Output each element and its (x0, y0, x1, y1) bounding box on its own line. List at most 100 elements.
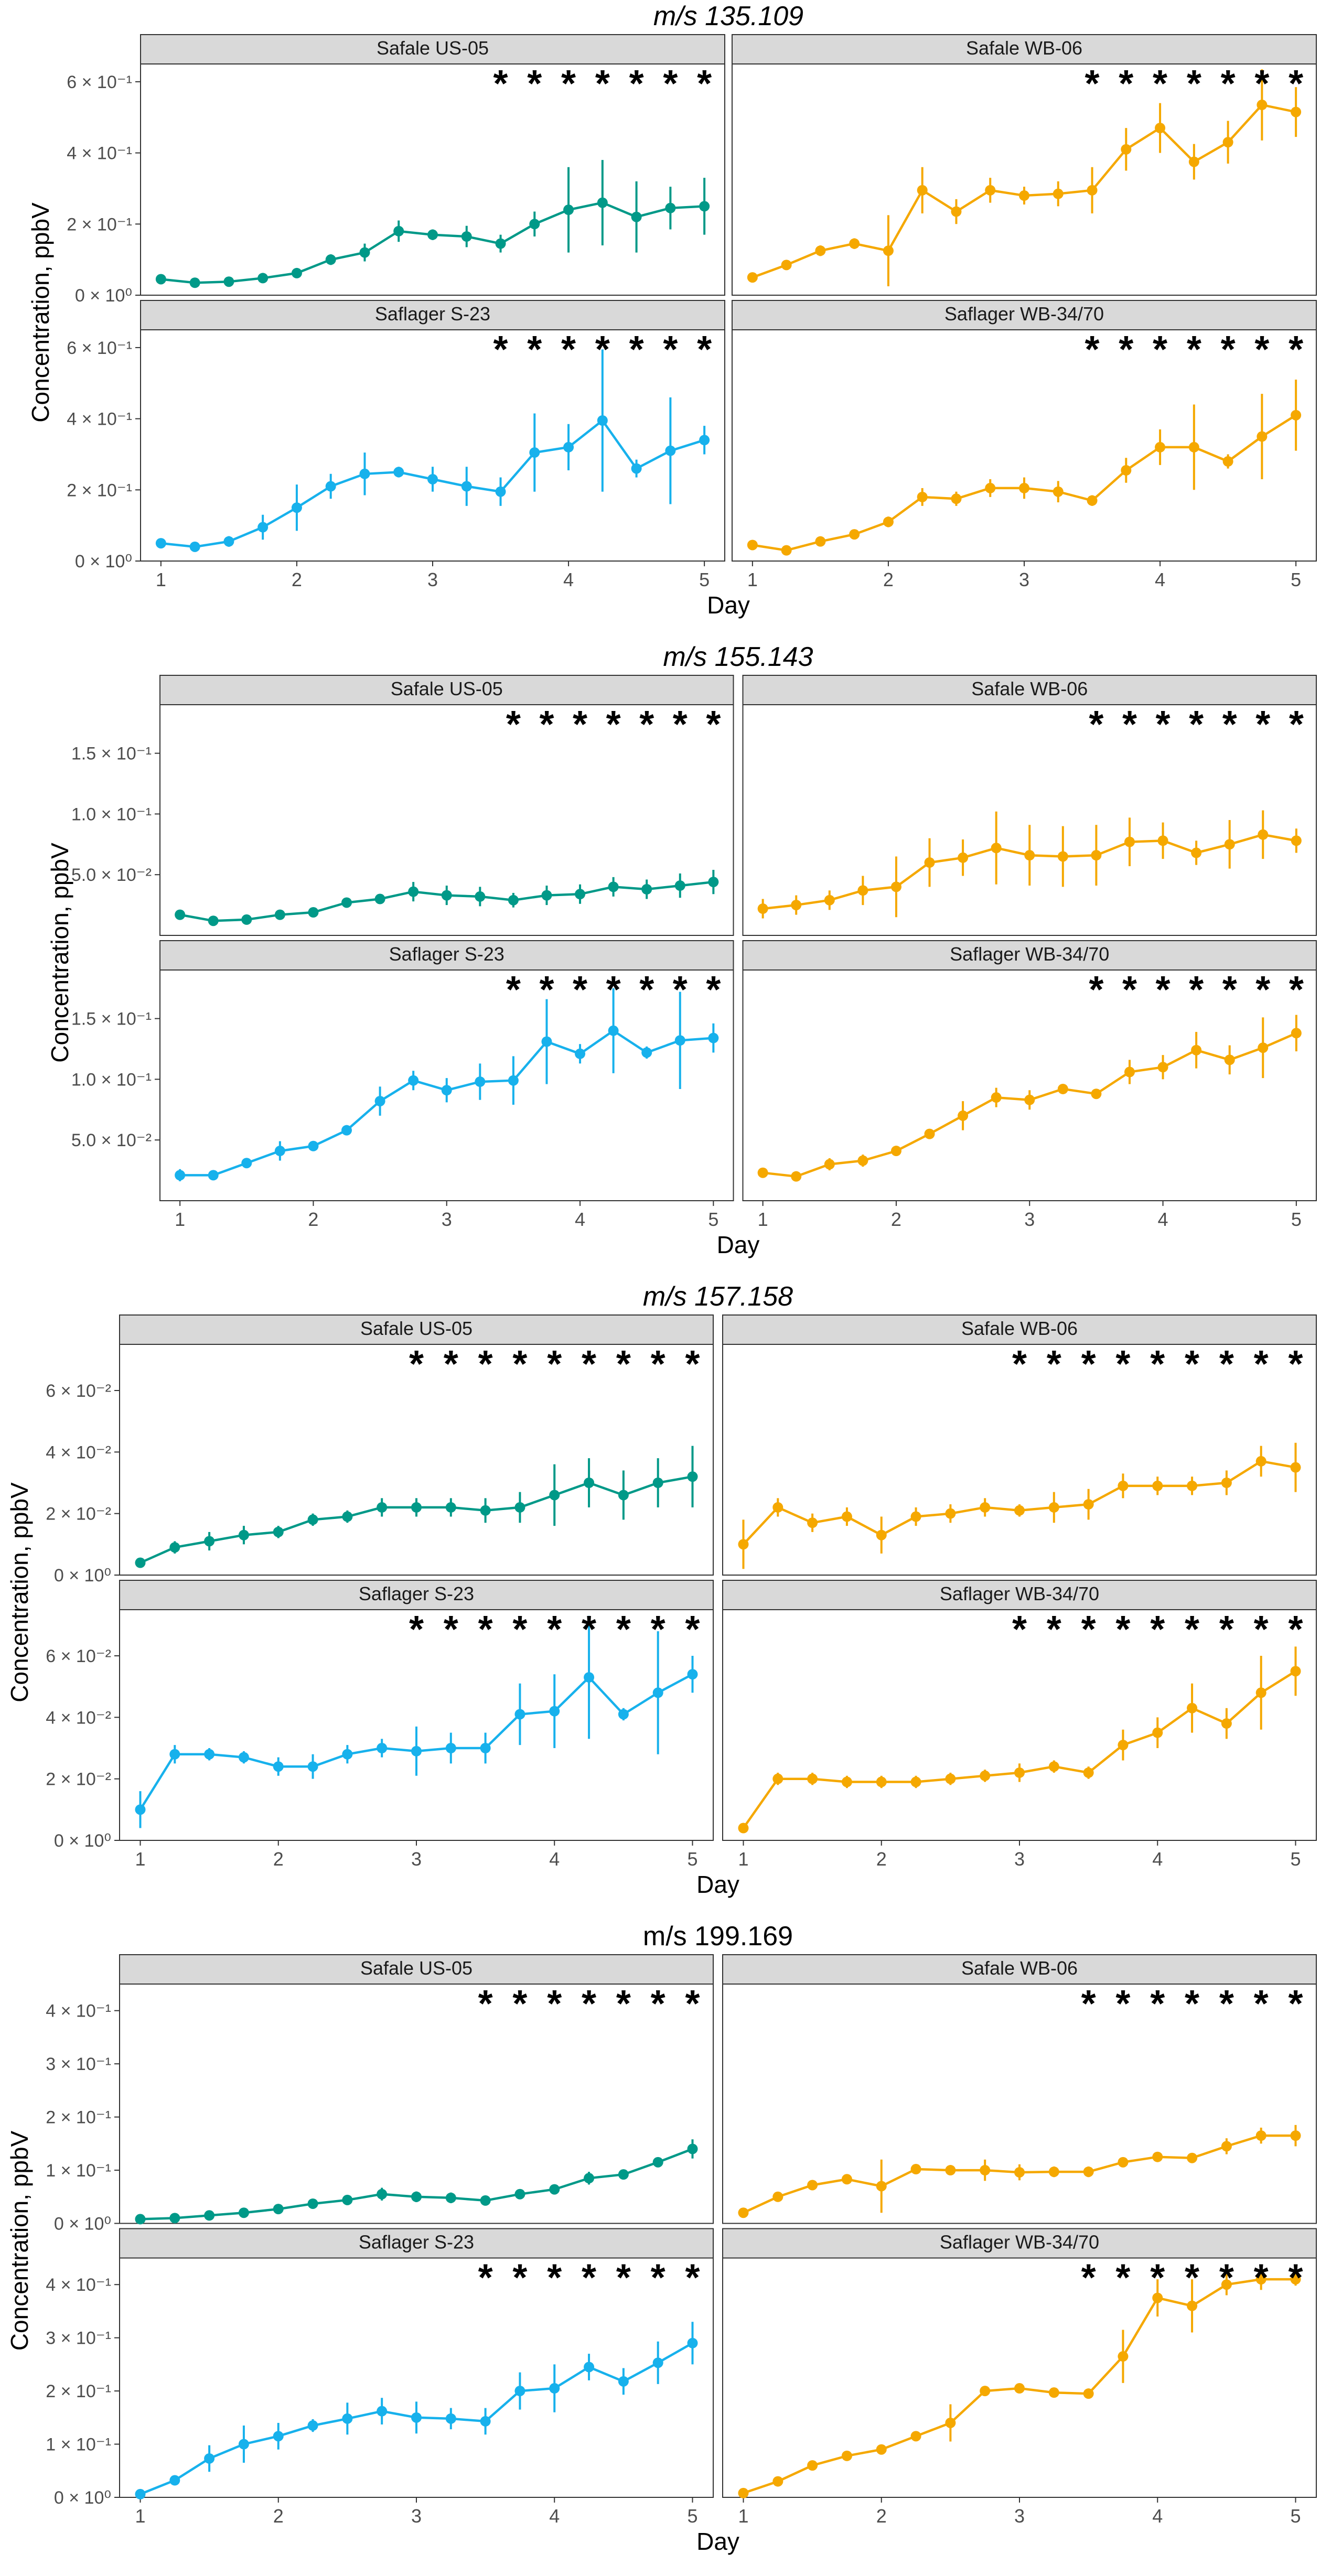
data-point (910, 2164, 921, 2175)
data-point (1053, 188, 1064, 199)
data-point (393, 467, 404, 478)
significance-marker: * (512, 2257, 527, 2299)
x-tick-label: 5 (708, 1209, 718, 1230)
data-point (1048, 2387, 1059, 2398)
data-point (549, 1490, 560, 1501)
data-point (374, 1096, 385, 1107)
data-point (377, 1743, 388, 1753)
data-point (945, 1508, 956, 1519)
y-tick-label: 1.0 × 10⁻¹ (71, 1070, 152, 1090)
y-tick-label: 0 × 10⁰ (54, 2488, 111, 2508)
significance-marker: * (493, 63, 508, 105)
data-point (445, 2413, 456, 2424)
data-point (1118, 1480, 1129, 1491)
x-tick-label: 1 (747, 569, 758, 590)
data-point (155, 538, 166, 549)
significance-marker: * (539, 969, 554, 1011)
x-axis-label: Day (696, 2528, 739, 2555)
data-point (687, 1471, 698, 1482)
data-point (791, 900, 802, 911)
chart-1: m/s 135.109 Safale US-05 0 × 10⁰ 2 × 10⁻¹ 4 … (27, 1, 1317, 619)
x-tick-label: 1 (156, 569, 166, 590)
data-point (549, 1706, 560, 1717)
data-point (618, 1709, 629, 1720)
data-point (1019, 190, 1029, 201)
significance-marker: * (1047, 1343, 1061, 1385)
x-tick-label: 5 (1291, 1209, 1302, 1230)
y-tick-label: 2 × 10⁻¹ (67, 214, 132, 234)
significance-marker: * (512, 1343, 527, 1385)
x-axis-label: Day (707, 591, 750, 619)
data-point (1290, 2130, 1301, 2141)
data-point (238, 1529, 249, 1540)
data-point (807, 2180, 818, 2191)
facet-strip (722, 1580, 1317, 1610)
y-tick-label: 4 × 10⁻¹ (67, 144, 132, 164)
data-point (924, 857, 935, 868)
panel-saflager-s-23: Saflager S-23 0 × 10⁰ 2 × 10⁻¹ 4 × 10⁻¹ 6 × … (67, 300, 725, 590)
significance-marker: * (1081, 1609, 1096, 1651)
significance-marker: * (1185, 1609, 1199, 1651)
facet-strip (140, 300, 725, 330)
significance-marker: * (1288, 1983, 1303, 2025)
data-point (374, 893, 385, 904)
significance-marker: * (706, 969, 721, 1011)
x-tick-label: 3 (427, 569, 438, 590)
significance-marker: * (582, 1983, 596, 2025)
data-point (223, 276, 234, 287)
data-point (1014, 2383, 1025, 2394)
data-point (1224, 839, 1235, 850)
significance-marker: * (478, 2257, 493, 2299)
data-point (461, 231, 472, 242)
significance-marker: * (1289, 969, 1304, 1011)
significance-marker: * (444, 1343, 458, 1385)
data-point (1048, 1761, 1059, 1772)
data-point (597, 415, 608, 426)
y-tick-label: 4 × 10⁻¹ (46, 2275, 111, 2295)
x-tick-label: 5 (687, 2505, 697, 2527)
x-tick-label: 1 (758, 1209, 768, 1230)
chart-4: m/s 199.169 Safale US-05 0 × 10⁰ 1 × 10⁻¹ 2 … (6, 1921, 1317, 2555)
data-point (377, 2189, 388, 2200)
y-tick-label: 2 × 10⁻² (46, 1504, 111, 1524)
significance-marker: * (1254, 1609, 1269, 1651)
data-point (273, 2204, 284, 2215)
data-point (674, 1035, 685, 1046)
significance-marker: * (1119, 329, 1133, 371)
panel-safale-wb-06: Safale WB-06* * * * * * * * * (722, 1314, 1317, 1576)
significance-marker: * (1085, 329, 1100, 371)
x-tick-label: 2 (308, 1209, 318, 1230)
data-point (508, 894, 519, 906)
data-point (841, 1511, 852, 1522)
data-point (945, 1773, 956, 1784)
data-point (223, 536, 234, 547)
data-point (1124, 836, 1135, 847)
data-point (985, 185, 996, 196)
data-point (135, 1557, 146, 1568)
significance-marker: * (616, 1609, 631, 1651)
facet-strip (732, 34, 1317, 64)
significance-marker: * (629, 63, 644, 105)
facet-strip (140, 34, 725, 64)
data-point (890, 881, 901, 892)
data-point (890, 1146, 901, 1157)
data-point (991, 1092, 1002, 1103)
data-point (341, 1125, 352, 1136)
y-tick-label: 4 × 10⁻² (46, 1442, 111, 1462)
data-point (652, 1478, 663, 1488)
data-point (241, 1158, 252, 1169)
significance-marker: * (512, 1983, 527, 2025)
data-point (445, 1502, 456, 1513)
significance-marker: * (1153, 63, 1167, 105)
facet-label: Safale US-05 (391, 678, 503, 699)
data-point (1157, 1062, 1168, 1073)
data-point (958, 852, 969, 863)
data-point (508, 1075, 519, 1086)
data-point (991, 843, 1002, 854)
significance-marker: * (1255, 969, 1270, 1011)
data-point (514, 2386, 525, 2397)
y-tick-label: 3 × 10⁻¹ (46, 2329, 111, 2348)
significance-marker: * (573, 969, 587, 1011)
data-point (411, 1502, 422, 1513)
facet-strip (159, 675, 734, 705)
